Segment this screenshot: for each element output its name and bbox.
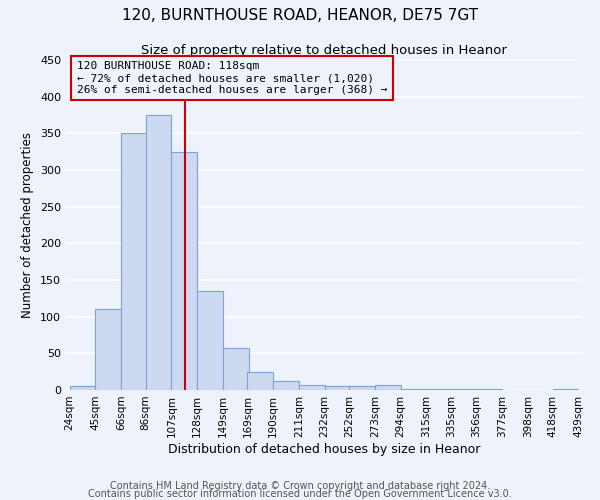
Bar [349, 386, 375, 390]
Bar [247, 372, 273, 390]
Bar [121, 134, 147, 390]
Bar [273, 381, 299, 390]
Bar [375, 385, 401, 390]
Text: Contains public sector information licensed under the Open Government Licence v3: Contains public sector information licen… [88, 489, 512, 499]
Bar [70, 386, 95, 390]
Bar [299, 385, 325, 390]
Y-axis label: Number of detached properties: Number of detached properties [22, 132, 34, 318]
Bar [172, 152, 197, 390]
Bar [325, 386, 350, 390]
Text: Contains HM Land Registry data © Crown copyright and database right 2024.: Contains HM Land Registry data © Crown c… [110, 481, 490, 491]
Title: Size of property relative to detached houses in Heanor: Size of property relative to detached ho… [141, 44, 507, 58]
Bar [197, 291, 223, 390]
Bar [401, 388, 427, 390]
Bar [146, 115, 172, 390]
Bar [476, 388, 502, 390]
Bar [553, 388, 578, 390]
Text: 120 BURNTHOUSE ROAD: 118sqm
← 72% of detached houses are smaller (1,020)
26% of : 120 BURNTHOUSE ROAD: 118sqm ← 72% of det… [77, 62, 388, 94]
Text: 120, BURNTHOUSE ROAD, HEANOR, DE75 7GT: 120, BURNTHOUSE ROAD, HEANOR, DE75 7GT [122, 8, 478, 22]
X-axis label: Distribution of detached houses by size in Heanor: Distribution of detached houses by size … [168, 442, 480, 456]
Bar [223, 348, 248, 390]
Bar [95, 310, 121, 390]
